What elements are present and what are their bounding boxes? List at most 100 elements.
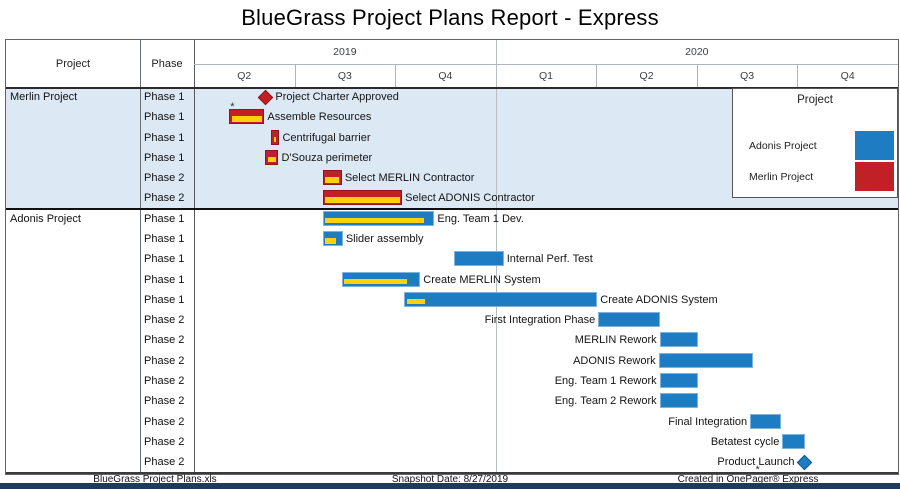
task-bar[interactable] — [404, 291, 598, 307]
progress-stripe — [325, 197, 400, 203]
section-background — [6, 208, 898, 473]
footer: BlueGrass Project Plans.xls Snapshot Dat… — [0, 474, 900, 486]
progress-stripe — [267, 156, 276, 163]
progress-stripe — [406, 298, 426, 305]
grid-line — [797, 64, 799, 87]
header-quarter-cell: Q4 — [840, 69, 855, 82]
legend-label: Merlin Project — [749, 171, 814, 183]
task-bar[interactable] — [750, 413, 782, 429]
footer-snapshot-date: Snapshot Date: 8/27/2019 — [391, 474, 509, 485]
progress-stripe — [344, 278, 407, 285]
grid-line — [140, 40, 141, 474]
task-bar[interactable] — [271, 129, 280, 145]
task-bar[interactable] — [322, 190, 403, 206]
task-bar[interactable] — [658, 352, 754, 368]
phase-cell: Phase 2 — [144, 435, 185, 448]
header-phase-cell: Phase — [151, 57, 183, 70]
task-label: Select MERLIN Contractor — [344, 172, 475, 185]
report-title: BlueGrass Project Plans Report - Express — [241, 5, 659, 30]
grid-line — [596, 64, 598, 87]
header-quarter-cell: Q4 — [438, 69, 453, 82]
phase-cell: Phase 2 — [144, 334, 185, 347]
task-bar[interactable] — [454, 251, 504, 267]
task-label: Internal Perf. Test — [506, 253, 593, 266]
grid-line — [194, 64, 898, 65]
header-quarter-cell: Q2 — [639, 69, 654, 82]
phase-cell: Phase 1 — [144, 293, 185, 306]
task-bar[interactable] — [659, 393, 698, 409]
grid-line — [696, 64, 698, 87]
task-label: Assemble Resources — [267, 111, 372, 124]
footnote-asterisk: * — [755, 464, 760, 477]
task-bar[interactable] — [659, 332, 698, 348]
task-bar[interactable] — [598, 312, 660, 328]
project-cell: Merlin Project — [10, 91, 78, 103]
task-bar[interactable] — [265, 149, 279, 165]
legend-title: Project — [797, 94, 833, 106]
task-label: Betatest cycle — [710, 435, 780, 448]
phase-cell: Phase 1 — [144, 233, 185, 246]
task-label: MERLIN Rework — [574, 334, 657, 347]
grid-line — [294, 64, 296, 87]
phase-cell: Phase 1 — [144, 111, 185, 124]
progress-stripe — [325, 177, 340, 183]
phase-cell: Phase 2 — [144, 192, 185, 205]
legend-swatch — [855, 162, 894, 191]
progress-stripe — [325, 238, 336, 244]
phase-cell: Phase 2 — [144, 456, 185, 469]
task-label: Eng. Team 1 Dev. — [437, 212, 524, 225]
phase-cell: Phase 2 — [144, 415, 185, 428]
phase-cell: Phase 1 — [144, 253, 185, 266]
header-year-cell: 2019 — [333, 46, 357, 58]
legend-swatch — [855, 131, 894, 160]
grid-line — [194, 40, 195, 474]
bottom-bar — [0, 483, 900, 489]
task-bar[interactable] — [782, 433, 806, 449]
task-label: Project Charter Approved — [275, 91, 399, 103]
task-bar[interactable] — [322, 231, 343, 247]
task-label: D'Souza perimeter — [281, 151, 373, 164]
task-label: Create MERLIN System — [423, 273, 541, 286]
header-quarter-cell: Q2 — [237, 69, 252, 82]
project-cell: Adonis Project — [10, 212, 81, 225]
task-label: ADONIS Rework — [573, 354, 656, 367]
grid-line — [6, 472, 898, 474]
task-bar[interactable] — [322, 210, 435, 226]
task-bar[interactable] — [659, 373, 698, 389]
progress-stripe — [325, 217, 425, 224]
header-quarter-cell: Q1 — [538, 69, 553, 82]
footnote-asterisk: * — [230, 101, 235, 114]
task-label: Product Launch — [717, 456, 795, 469]
grid-line — [6, 87, 898, 89]
phase-cell: Phase 1 — [144, 212, 185, 225]
phase-cell: Phase 1 — [144, 131, 185, 144]
footer-credit: Created in OnePager® Express — [677, 474, 819, 485]
task-label: First Integration Phase — [484, 314, 596, 327]
phase-cell: Phase 2 — [144, 314, 185, 327]
phase-cell: Phase 1 — [144, 91, 185, 103]
grid-line — [395, 64, 397, 87]
task-bar[interactable] — [229, 109, 265, 125]
phase-cell: Phase 2 — [144, 395, 185, 408]
header-year-cell: 2020 — [685, 46, 709, 58]
task-label: Slider assembly — [345, 233, 424, 246]
phase-cell: Phase 1 — [144, 273, 185, 286]
task-bar[interactable] — [341, 271, 421, 287]
task-label: Eng. Team 1 Rework — [554, 375, 657, 388]
legend-label: Adonis Project — [749, 140, 817, 152]
progress-stripe — [273, 136, 277, 143]
footer-filename: BlueGrass Project Plans.xls — [93, 474, 217, 485]
header-project-cell: Project — [55, 57, 91, 70]
task-label: Centrifugal barrier — [282, 131, 371, 144]
task-label: Final Integration — [668, 415, 748, 428]
phase-cell: Phase 2 — [144, 172, 185, 185]
progress-stripe — [231, 116, 262, 122]
legend: Project Adonis Project Merlin Project — [732, 88, 898, 198]
task-label: Create ADONIS System — [600, 293, 718, 306]
phase-cell: Phase 2 — [144, 354, 185, 367]
task-bar[interactable] — [322, 170, 342, 186]
phase-cell: Phase 1 — [144, 151, 185, 164]
header-quarter-cell: Q3 — [740, 69, 755, 82]
task-label: Select ADONIS Contractor — [405, 192, 535, 205]
